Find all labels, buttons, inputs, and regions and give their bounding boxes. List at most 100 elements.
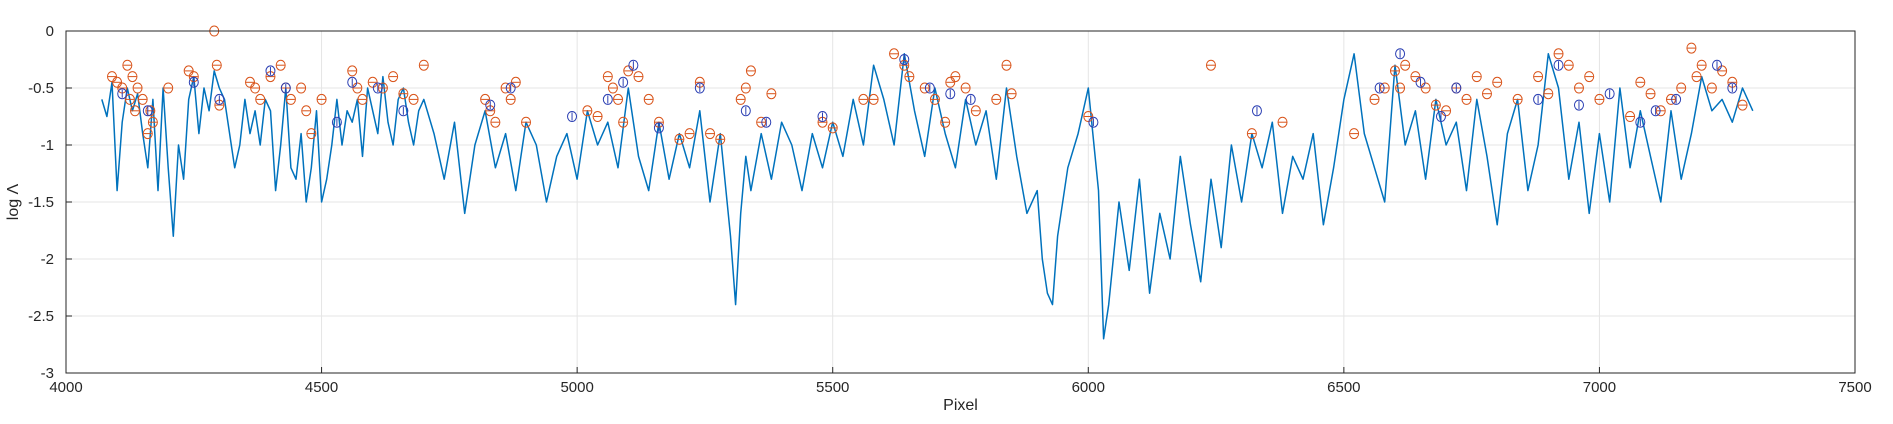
red-circle-marker: [388, 71, 399, 83]
red-circle-marker: [623, 65, 634, 77]
red-circle-marker: [137, 93, 148, 105]
x-tick-label: 7000: [1583, 379, 1616, 396]
x-tick-label: 6000: [1072, 379, 1105, 396]
blue-circle-marker: [1374, 82, 1385, 94]
red-circle-marker: [1645, 88, 1656, 100]
red-circle-marker: [147, 116, 158, 128]
blue-circle-marker: [1395, 48, 1406, 60]
red-circle-marker: [1492, 76, 1503, 88]
blue-circle-marker: [188, 76, 199, 88]
red-circle-marker: [301, 105, 312, 117]
red-circle-marker: [1691, 71, 1702, 83]
red-circle-marker: [480, 93, 491, 105]
blue-circle-marker: [1573, 99, 1584, 111]
red-circle-marker: [643, 93, 654, 105]
blue-circle-marker: [567, 111, 578, 122]
blue-circle-marker: [1088, 116, 1099, 128]
red-circle-marker: [1512, 93, 1523, 105]
red-circle-marker: [684, 128, 695, 140]
red-circle-marker: [940, 116, 951, 128]
x-tick-label: 6500: [1327, 379, 1360, 396]
blue-circle-marker: [117, 88, 128, 100]
red-circle-marker: [1083, 111, 1094, 122]
data-layer: [101, 25, 1754, 340]
red-circle-marker: [1563, 59, 1574, 71]
red-circle-marker: [1655, 105, 1666, 117]
x-tick-label: 4000: [49, 379, 82, 396]
blue-circle-marker: [965, 93, 976, 105]
red-circle-marker: [490, 116, 501, 128]
red-circle-marker: [1420, 82, 1431, 94]
blue-circle-marker: [331, 116, 342, 128]
red-circle-marker: [674, 133, 685, 145]
red-circle-marker: [1441, 105, 1452, 117]
red-circle-marker: [275, 59, 286, 71]
blue-circle-marker: [398, 105, 409, 117]
blue-circle-marker: [653, 122, 664, 134]
red-circle-marker: [919, 82, 930, 94]
blue-circle-marker: [1251, 105, 1262, 117]
red-circle-marker: [1737, 99, 1748, 111]
red-circle-marker: [950, 71, 961, 83]
red-circle-marker: [1369, 93, 1380, 105]
red-circle-marker: [1543, 88, 1554, 100]
red-circle-marker: [1410, 71, 1421, 83]
red-circle-marker: [418, 59, 429, 71]
red-circle-marker: [766, 88, 777, 100]
red-circle-marker: [521, 116, 532, 128]
red-circle-marker: [500, 82, 511, 94]
red-circle-marker: [245, 76, 256, 88]
red-circle-marker: [357, 93, 368, 105]
red-circle-marker: [1389, 65, 1400, 77]
red-circle-marker: [250, 82, 261, 94]
red-circle-marker: [347, 65, 358, 77]
red-circle-marker: [1665, 93, 1676, 105]
x-tick-label: 7500: [1838, 379, 1871, 396]
red-circle-marker: [735, 93, 746, 105]
blue-circle-marker: [372, 82, 383, 94]
red-circle-marker: [408, 93, 419, 105]
blue-circle-marker: [1451, 82, 1462, 94]
red-circle-marker: [602, 71, 613, 83]
red-circle-marker: [1461, 93, 1472, 105]
red-circle-marker: [510, 76, 521, 88]
red-circle-marker: [715, 133, 726, 145]
red-circle-marker: [352, 82, 363, 94]
blue-circle-marker: [1711, 59, 1722, 71]
blue-circle-marker: [945, 88, 956, 100]
red-circle-marker: [1676, 82, 1687, 94]
red-circle-marker: [1584, 71, 1595, 83]
red-circle-marker: [1395, 82, 1406, 94]
red-circle-marker: [1400, 59, 1411, 71]
spectrum-line: [101, 53, 1754, 340]
red-circle-marker: [1471, 71, 1482, 83]
y-tick-label: -2: [41, 251, 54, 268]
x-axis-title: Pixel: [943, 397, 978, 414]
red-circle-marker: [142, 128, 153, 140]
tick-layer: 4000 4500 5000 5500 6000 6500 7000 7500 0 -0.5 -1 -…: [28, 23, 1872, 396]
blue-circle-marker: [740, 105, 751, 117]
red-circle-marker: [613, 93, 624, 105]
red-circle-marker: [858, 93, 869, 105]
red-circle-marker: [1686, 42, 1697, 54]
red-circle-marker: [1717, 65, 1728, 77]
blue-circle-marker: [1415, 76, 1426, 88]
red-circle-marker: [145, 105, 156, 117]
red-circle-marker: [633, 71, 644, 83]
blue-circle-marker: [1671, 93, 1682, 105]
red-circle-marker: [889, 48, 900, 60]
red-circle-marker: [1696, 59, 1707, 71]
red-circle-marker: [285, 93, 296, 105]
red-circle-marker: [1594, 93, 1605, 105]
red-circle-marker: [127, 71, 138, 83]
red-circle-marker: [316, 93, 327, 105]
red-circle-marker: [1553, 48, 1564, 60]
red-circle-marker: [868, 93, 879, 105]
red-circle-marker: [904, 71, 915, 83]
red-circle-marker: [367, 76, 378, 88]
blue-circle-marker: [505, 82, 516, 94]
red-circle-marker: [592, 111, 603, 122]
blue-circle-marker: [485, 99, 496, 111]
y-tick-label: 0: [46, 23, 54, 40]
red-circle-marker: [827, 122, 838, 134]
